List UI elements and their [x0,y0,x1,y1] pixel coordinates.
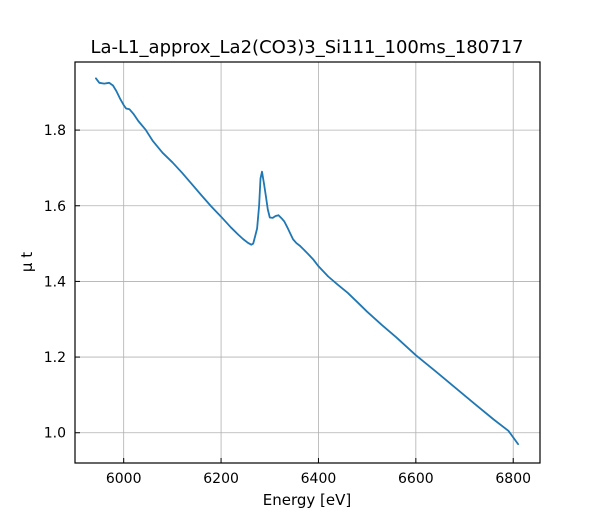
x-tick-label: 6000 [106,471,142,487]
y-tick-label: 1.8 [44,123,66,139]
y-tick-label: 1.6 [44,199,66,215]
chart-title: La-L1_approx_La2(CO3)3_Si111_100ms_18071… [91,37,524,58]
y-tick-label: 1.0 [44,426,66,442]
x-tick-label: 6600 [398,471,434,487]
y-tick-label: 1.4 [44,274,66,290]
x-tick-label: 6400 [301,471,337,487]
series-line [95,77,519,446]
y-tick-label: 1.2 [44,350,66,366]
x-tick-label: 6800 [495,471,531,487]
axis-ticks: 6000 6200 6400 6600 6800 1.0 1.2 1.4 1.6 1.8 [44,123,531,487]
y-axis-label: μ t [18,252,36,272]
grid [75,62,540,463]
plot-frame [74,61,541,464]
series-layer [95,77,519,446]
x-tick-label: 6200 [203,471,239,487]
x-axis-label: Energy [eV] [263,491,351,509]
